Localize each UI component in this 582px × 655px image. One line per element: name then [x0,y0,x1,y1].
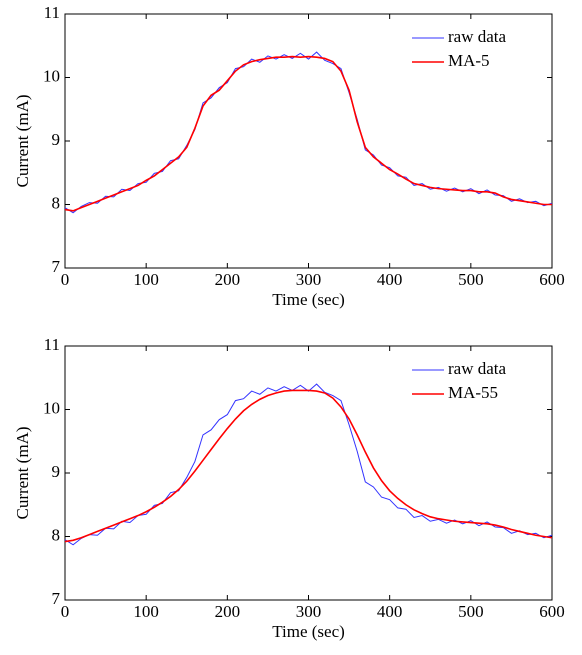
x-tick-label: 100 [133,270,159,289]
x-tick-label: 300 [296,602,322,621]
x-axis-label: Time (sec) [272,622,345,641]
legend-label: raw data [448,27,507,46]
y-tick-label: 9 [52,130,61,149]
x-tick-label: 0 [61,602,70,621]
y-tick-label: 8 [52,193,61,212]
legend-label: raw data [448,359,507,378]
y-tick-label: 10 [43,66,60,85]
legend-label: MA-55 [448,383,498,402]
y-axis-label: Current (mA) [13,94,32,187]
x-tick-label: 400 [377,270,403,289]
x-tick-label: 600 [539,602,565,621]
y-tick-label: 10 [43,398,60,417]
x-tick-label: 600 [539,270,565,289]
x-tick-label: 500 [458,270,484,289]
legend-label: MA-5 [448,51,490,70]
data-line [64,389,553,543]
y-tick-label: 7 [52,257,61,276]
x-tick-label: 0 [61,270,70,289]
y-tick-label: 11 [44,335,60,354]
y-tick-label: 8 [52,525,61,544]
x-tick-label: 400 [377,602,403,621]
x-tick-label: 100 [133,602,159,621]
y-tick-label: 7 [52,589,61,608]
y-tick-label: 9 [52,462,61,481]
x-tick-label: 200 [215,602,241,621]
x-tick-label: 300 [296,270,322,289]
x-tick-label: 200 [215,270,241,289]
x-axis-label: Time (sec) [272,290,345,309]
data-line [64,55,552,212]
data-line [64,51,553,214]
x-tick-label: 500 [458,602,484,621]
data-line [64,383,553,546]
y-axis-label: Current (mA) [13,426,32,519]
y-tick-label: 11 [44,3,60,22]
